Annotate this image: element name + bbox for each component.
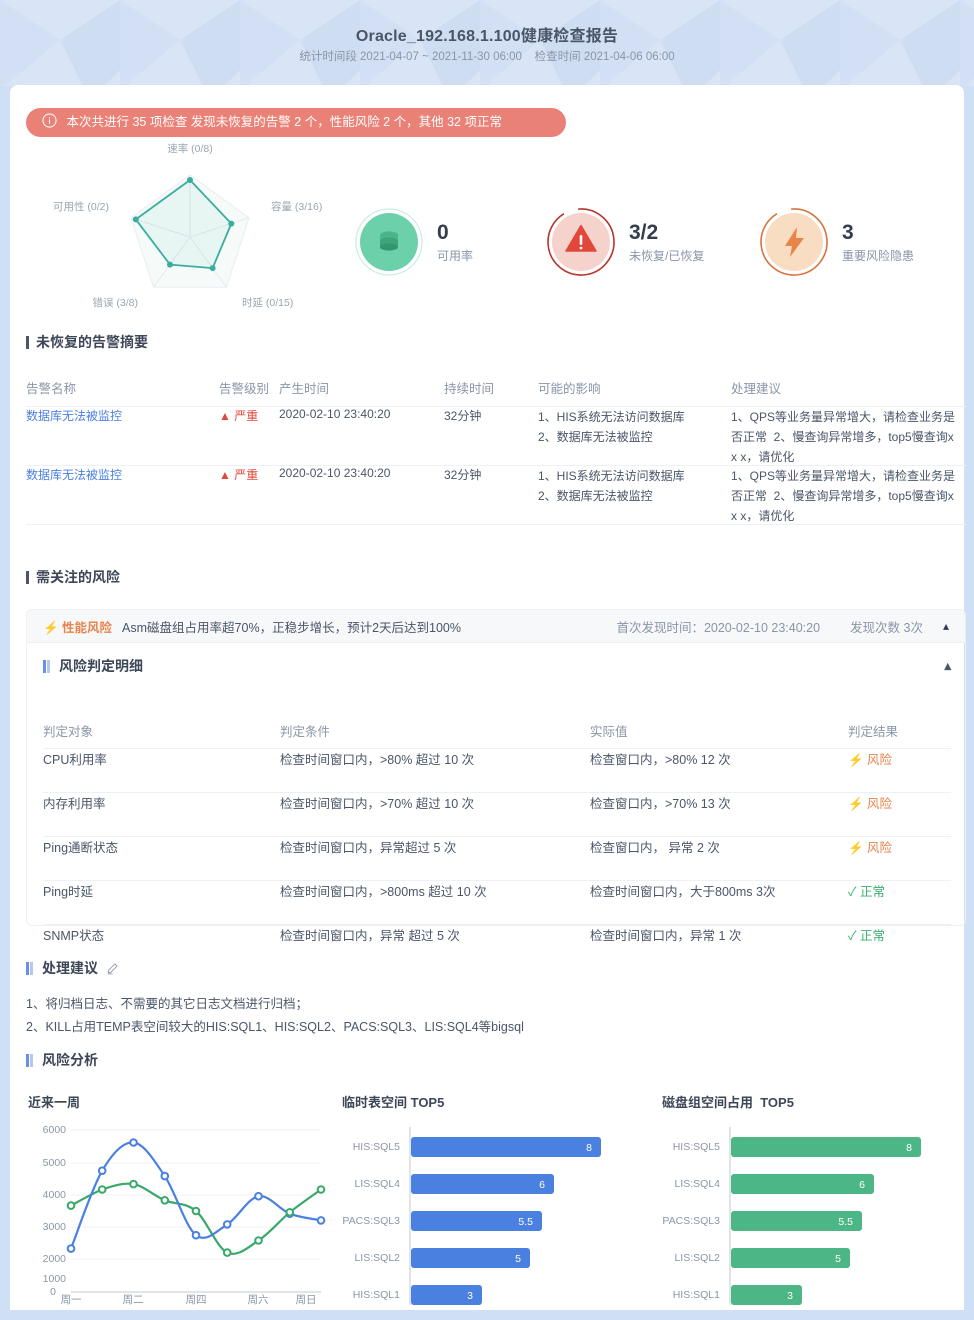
svg-text:周六: 周六 [248,1294,269,1305]
svg-text:5000: 5000 [43,1157,67,1169]
svg-text:4000: 4000 [43,1189,67,1201]
svg-text:5.5: 5.5 [518,1216,533,1228]
svg-text:5.5: 5.5 [838,1216,853,1228]
svg-text:5: 5 [515,1253,521,1265]
svg-text:可用性 (0/2): 可用性 (0/2) [53,200,109,213]
svg-text:1000: 1000 [43,1273,67,1285]
svg-text:HIS:SQL5: HIS:SQL5 [353,1141,400,1153]
svg-text:LIS:SQL2: LIS:SQL2 [674,1252,720,1264]
svg-text:3: 3 [467,1290,473,1302]
svg-text:错误 (3/8): 错误 (3/8) [92,296,138,309]
svg-text:周一: 周一 [61,1294,82,1305]
svg-text:0: 0 [50,1286,56,1298]
svg-text:周二: 周二 [123,1294,144,1305]
svg-text:6: 6 [859,1179,865,1191]
svg-text:周日: 周日 [296,1294,317,1305]
svg-text:PACS:SQL3: PACS:SQL3 [662,1215,720,1227]
svg-text:PACS:SQL3: PACS:SQL3 [342,1215,400,1227]
svg-text:3: 3 [787,1290,793,1302]
svg-text:时延 (0/15): 时延 (0/15) [242,297,293,309]
svg-text:周四: 周四 [186,1294,207,1305]
svg-text:HIS:SQL1: HIS:SQL1 [673,1289,720,1301]
svg-text:6: 6 [539,1179,545,1191]
svg-text:HIS:SQL5: HIS:SQL5 [673,1141,720,1153]
svg-text:5: 5 [835,1253,841,1265]
svg-text:LIS:SQL4: LIS:SQL4 [674,1178,720,1190]
svg-text:3000: 3000 [43,1221,67,1233]
svg-text:8: 8 [906,1142,912,1154]
svg-text:6000: 6000 [43,1124,67,1136]
svg-text:LIS:SQL4: LIS:SQL4 [354,1178,400,1190]
svg-text:LIS:SQL2: LIS:SQL2 [354,1252,400,1264]
svg-text:8: 8 [586,1142,592,1154]
svg-text:容量 (3/16): 容量 (3/16) [271,200,322,213]
svg-text:HIS:SQL1: HIS:SQL1 [353,1289,400,1301]
svg-text:2000: 2000 [43,1253,67,1265]
svg-text:速率 (0/8): 速率 (0/8) [167,142,213,155]
